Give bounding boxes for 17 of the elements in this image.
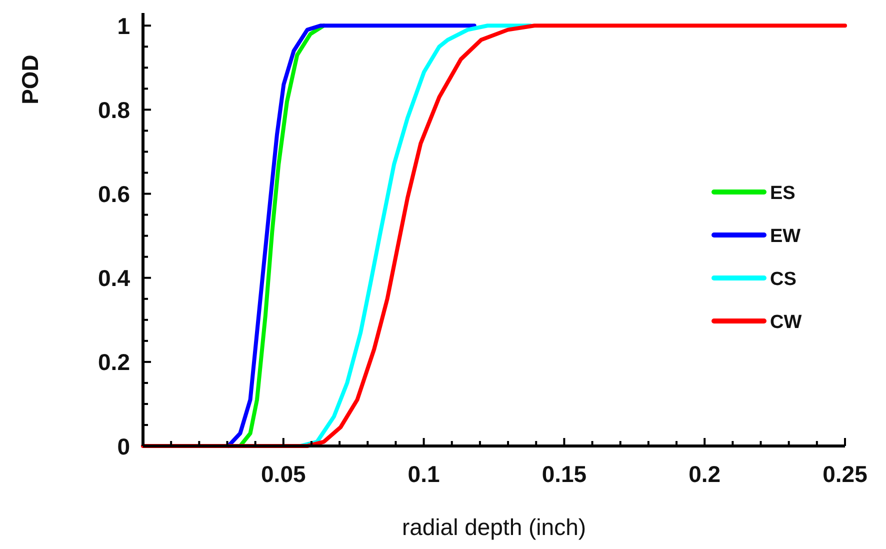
x-tick-label: 0.1 [408,461,440,487]
y-tick-label: 0.2 [98,349,130,376]
legend-label: CW [770,312,802,333]
x-tick-label: 0.2 [688,461,721,487]
y-tick-label: 0.4 [98,265,130,292]
y-tick-label: 0.6 [98,181,130,208]
y-tick-label: 0 [117,433,130,460]
y-axis-title: POD [17,54,43,104]
x-tick-label: 0.25 [822,461,868,487]
legend-label: ES [770,182,796,204]
y-tick-label: 1 [117,12,130,39]
x-tick-label: 0.15 [542,461,587,487]
x-axis-title: radial depth (inch) [402,514,586,540]
legend-label: CS [770,268,796,290]
legend-label: EW [770,226,801,247]
x-tick-label: 0.05 [261,461,306,487]
y-tick-label: 0.8 [98,96,130,123]
